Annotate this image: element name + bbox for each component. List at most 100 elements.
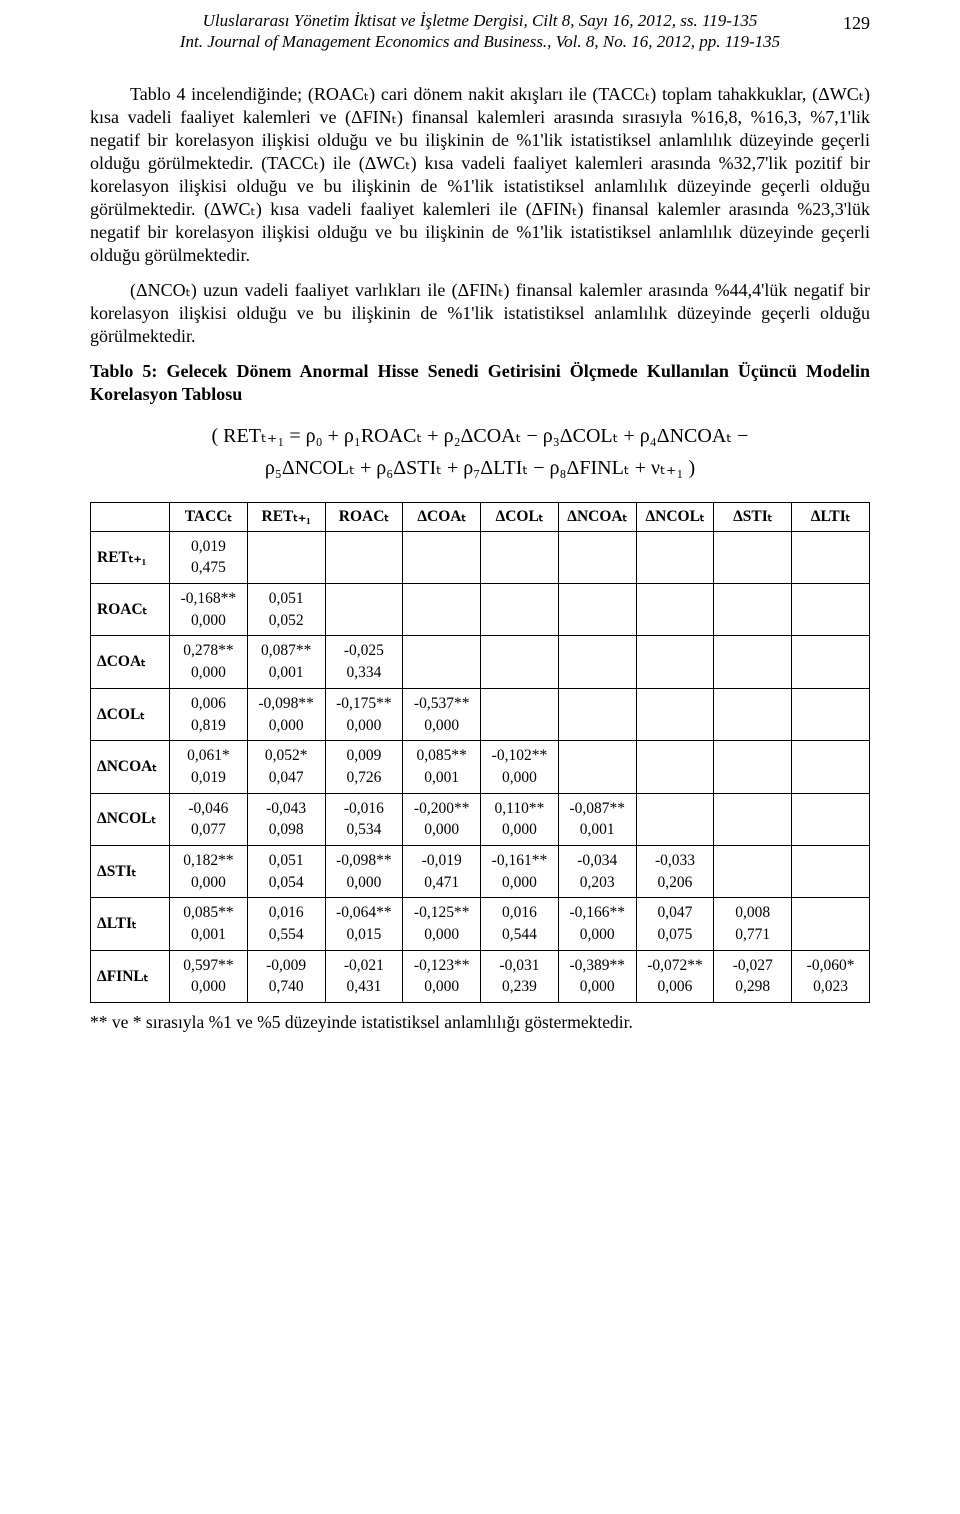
table-cell: -0,0430,098 — [247, 793, 325, 845]
table-cell — [792, 531, 870, 583]
header-line-2: Int. Journal of Management Economics and… — [90, 31, 870, 52]
table-cell: -0,537**0,000 — [403, 688, 481, 740]
table-cell: -0,0160,534 — [325, 793, 403, 845]
table-cell: -0,0250,334 — [325, 636, 403, 688]
p-value: 0,075 — [641, 924, 710, 946]
corr-value: -0,019 — [407, 850, 476, 872]
table-cell — [714, 636, 792, 688]
p-value: 0,554 — [252, 924, 321, 946]
table-cell — [403, 636, 481, 688]
table-cell — [481, 636, 559, 688]
table-cell: -0,087**0,001 — [558, 793, 636, 845]
corr-value: 0,061* — [174, 745, 243, 767]
table-cell — [714, 688, 792, 740]
table-cell — [481, 688, 559, 740]
table-cell: 0,278**0,000 — [170, 636, 248, 688]
table-col-header: ΔCOAₜ — [403, 502, 481, 531]
running-header: Uluslararası Yönetim İktisat ve İşletme … — [90, 10, 870, 53]
table-cell: -0,0090,740 — [247, 950, 325, 1002]
corr-value: 0,085** — [407, 745, 476, 767]
table-cell — [325, 584, 403, 636]
table-cell — [636, 636, 714, 688]
formula-line-1: ( RETₜ₊₁ = ρ₀ + ρ₁ROACₜ + ρ₂ΔCOAₜ − ρ₃ΔC… — [90, 420, 870, 452]
p-value: 0,740 — [252, 976, 321, 998]
p-value: 0,000 — [563, 976, 632, 998]
corr-value: -0,123** — [407, 955, 476, 977]
p-value: 0,431 — [330, 976, 399, 998]
corr-value: 0,182** — [174, 850, 243, 872]
p-value: 0,544 — [485, 924, 554, 946]
table-row-header: RETₜ₊₁ — [91, 531, 170, 583]
p-value: 0,298 — [718, 976, 787, 998]
table-cell: 0,0090,726 — [325, 741, 403, 793]
corr-value: -0,161** — [485, 850, 554, 872]
table-cell: -0,168**0,000 — [170, 584, 248, 636]
table-row-header: ΔFINLₜ — [91, 950, 170, 1002]
p-value: 0,023 — [796, 976, 865, 998]
table-cell: 0,0160,554 — [247, 898, 325, 950]
table-row-header: ΔNCOAₜ — [91, 741, 170, 793]
corr-value: -0,389** — [563, 955, 632, 977]
table-cell — [792, 793, 870, 845]
table-cell — [403, 531, 481, 583]
table-cell: -0,060*0,023 — [792, 950, 870, 1002]
table-cell — [636, 584, 714, 636]
p-value: 0,000 — [407, 715, 476, 737]
table-5-title: Tablo 5: Gelecek Dönem Anormal Hisse Sen… — [90, 360, 870, 406]
table-col-header: ROACₜ — [325, 502, 403, 531]
formula-line-2: ρ₅ΔNCOLₜ + ρ₆ΔSTIₜ + ρ₇ΔLTIₜ − ρ₈ΔFINLₜ … — [90, 452, 870, 484]
corr-value: -0,537** — [407, 693, 476, 715]
table-cell: -0,102**0,000 — [481, 741, 559, 793]
corr-value: 0,047 — [641, 902, 710, 924]
table-cell: -0,0340,203 — [558, 845, 636, 897]
corr-value: -0,033 — [641, 850, 710, 872]
corr-value: -0,025 — [330, 640, 399, 662]
table-col-header: ΔCOLₜ — [481, 502, 559, 531]
table-cell: -0,175**0,000 — [325, 688, 403, 740]
table-col-header: ΔNCOAₜ — [558, 502, 636, 531]
corr-value: -0,027 — [718, 955, 787, 977]
p-value: 0,203 — [563, 872, 632, 894]
p-value: 0,534 — [330, 819, 399, 841]
table-cell — [403, 584, 481, 636]
paragraph-2: (ΔNCOₜ) uzun vadeli faaliyet varlıkları … — [90, 279, 870, 348]
table-cell — [558, 531, 636, 583]
corr-value: 0,278** — [174, 640, 243, 662]
corr-value: -0,009 — [252, 955, 321, 977]
table-cell — [247, 531, 325, 583]
p-value: 0,098 — [252, 819, 321, 841]
p-value: 0,000 — [485, 767, 554, 789]
table-cell — [714, 793, 792, 845]
p-value: 0,000 — [174, 610, 243, 632]
table-cell — [714, 531, 792, 583]
table-cell — [558, 636, 636, 688]
table-cell — [558, 688, 636, 740]
page: Uluslararası Yönetim İktisat ve İşletme … — [0, 0, 960, 1074]
corr-value: -0,043 — [252, 798, 321, 820]
corr-value: -0,125** — [407, 902, 476, 924]
p-value: 0,001 — [407, 767, 476, 789]
table-cell: -0,166**0,000 — [558, 898, 636, 950]
table-cell: 0,0060,819 — [170, 688, 248, 740]
p-value: 0,475 — [174, 557, 243, 579]
table-cell — [636, 531, 714, 583]
table-cell: 0,182**0,000 — [170, 845, 248, 897]
table-cell: 0,085**0,001 — [403, 741, 481, 793]
table-row-header: ΔCOAₜ — [91, 636, 170, 688]
p-value: 0,054 — [252, 872, 321, 894]
p-value: 0,000 — [252, 715, 321, 737]
table-cell: 0,0510,052 — [247, 584, 325, 636]
table-cell: -0,072**0,006 — [636, 950, 714, 1002]
p-value: 0,000 — [330, 872, 399, 894]
table-row-header: ΔCOLₜ — [91, 688, 170, 740]
corr-value: 0,019 — [174, 536, 243, 558]
table-cell — [636, 688, 714, 740]
paragraph-1: Tablo 4 incelendiğinde; (ROACₜ) cari dön… — [90, 83, 870, 267]
table-cell — [714, 741, 792, 793]
table-row: ΔNCOAₜ0,061*0,0190,052*0,0470,0090,7260,… — [91, 741, 870, 793]
table-cell: 0,0470,075 — [636, 898, 714, 950]
model-formula: ( RETₜ₊₁ = ρ₀ + ρ₁ROACₜ + ρ₂ΔCOAₜ − ρ₃ΔC… — [90, 420, 870, 484]
corr-value: -0,031 — [485, 955, 554, 977]
corr-value: -0,016 — [330, 798, 399, 820]
table-cell: -0,123**0,000 — [403, 950, 481, 1002]
